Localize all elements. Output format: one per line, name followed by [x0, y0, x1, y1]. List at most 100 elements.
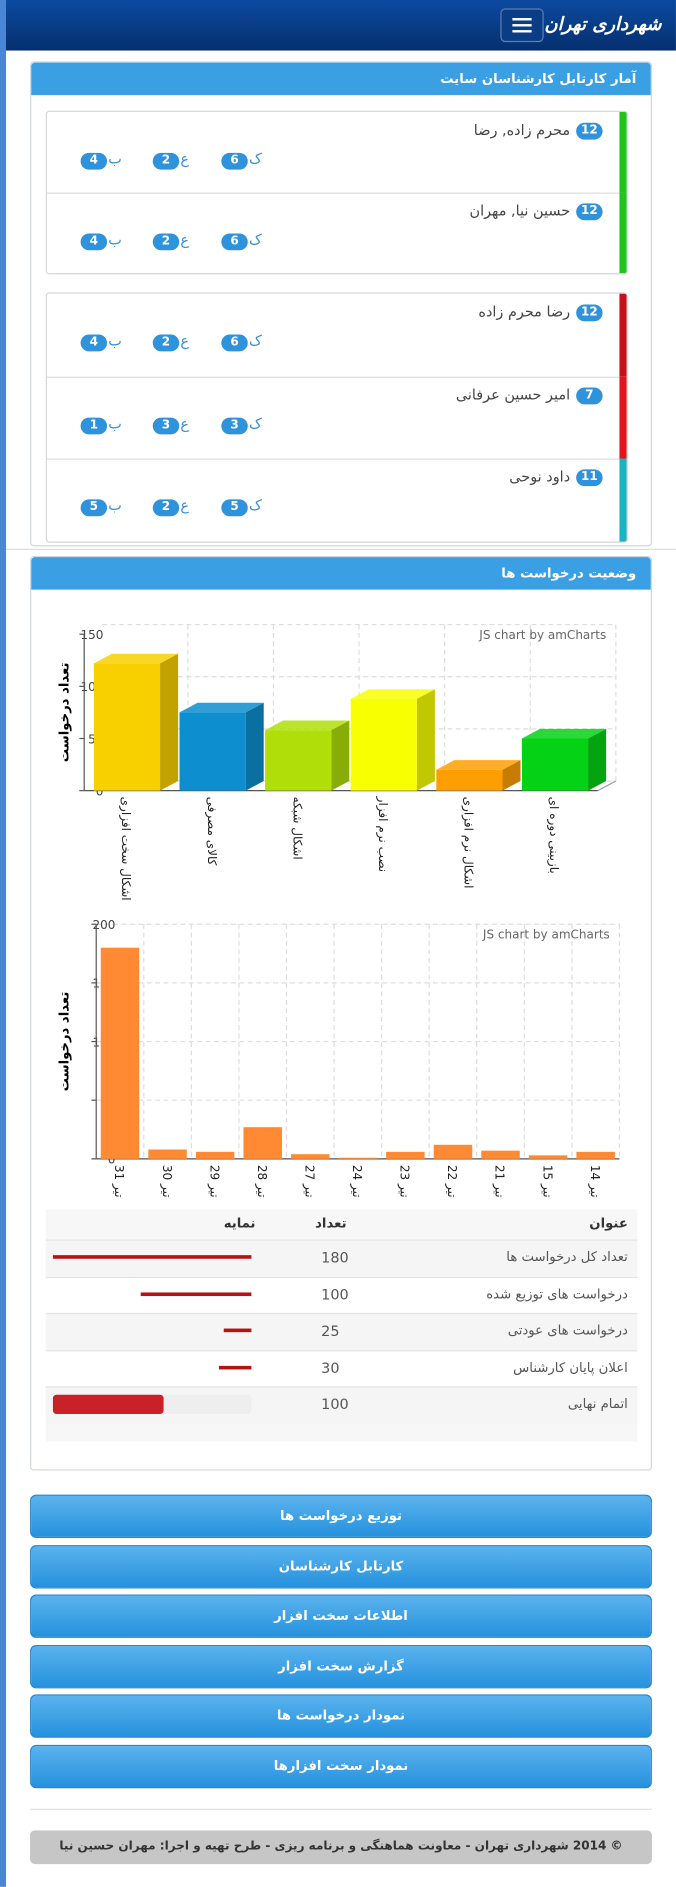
row-value: 25 [321, 1322, 340, 1340]
stat-letter: ک [248, 332, 262, 349]
credit: JS chart by amCharts [482, 928, 610, 942]
bar-side [502, 760, 521, 791]
x-tick-label: 30 تیر [159, 1165, 174, 1198]
stat-badge: 6 [221, 233, 248, 251]
expert-name: رضا محرم زاده [478, 303, 571, 321]
progress-bar [52, 1394, 164, 1414]
panel-title: وضعیت درخواست ها [31, 557, 651, 590]
x-tick-label: 14 تیر [587, 1165, 602, 1198]
stat-badge: 5 [80, 499, 108, 517]
separator [46, 458, 627, 460]
x-tick-label: بازبینی دوره ای [546, 797, 561, 874]
row-value: 180 [321, 1249, 349, 1266]
row-value: 100 [321, 1395, 349, 1413]
stat-letter: ک [248, 414, 262, 432]
stat-badge: 2 [152, 499, 180, 517]
footer: © 2014 شهرداری تهران - معاونت هماهنگی و … [30, 1830, 652, 1865]
x-tick-label: 21 تیر [492, 1165, 507, 1198]
stat-letter: ب [108, 497, 122, 514]
x-tick-label: 31 تیر [111, 1165, 126, 1198]
status-bar [619, 111, 627, 193]
expert-group: 12 رضا محرم زاده 6 ک 2 ع 4 ب 7 امیر حسین عرفانی 3 ک… [45, 292, 628, 543]
stat-badge: 4 [80, 233, 108, 251]
expert-name: حسین نیا, مهران [469, 202, 571, 220]
x-tick-label: نصب نرم افزار [375, 796, 390, 872]
value-line [141, 1291, 252, 1296]
x-tick-label: 24 تیر [349, 1165, 364, 1198]
stat-letter: ع [180, 231, 190, 248]
navbar: شهرداری تهران [6, 0, 676, 51]
nav-button[interactable]: نمودار درخواست ها [30, 1694, 652, 1738]
expert-group: 12 محرم زاده, رضا 6 ک 2 ع 4 ب 12 حسین نیا, مهران 6… [45, 110, 628, 275]
stat-badge: 2 [152, 334, 180, 352]
bar-top [265, 720, 350, 731]
row-value: 30 [321, 1359, 340, 1377]
nav-button[interactable]: نمودار سخت افزارها [30, 1744, 652, 1788]
x-tick-label: 29 تیر [206, 1165, 221, 1198]
bar-top [350, 689, 435, 699]
x-tick-label: 27 تیر [301, 1165, 316, 1198]
side-stripe [0, 0, 7, 1887]
separator [46, 376, 627, 378]
stat-letter: ع [180, 150, 190, 168]
stat-letter: ب [108, 231, 122, 248]
bar [265, 730, 332, 791]
stat-badge: 1 [80, 416, 108, 434]
bar [243, 1127, 282, 1159]
stat-letter: ک [248, 497, 262, 514]
bar-side [588, 728, 607, 791]
table-header: تعداد [315, 1215, 347, 1232]
expert-name: داود نوحی [509, 468, 571, 485]
bar [179, 712, 246, 791]
separator [46, 192, 627, 194]
row-value: 100 [321, 1285, 349, 1303]
status-bar [619, 458, 627, 541]
bar [436, 769, 503, 791]
menu-bar [512, 24, 532, 27]
row-title: تعداد کل درخواست ها [506, 1249, 628, 1265]
bar-side [245, 702, 264, 791]
y-tick-label: 200 [93, 918, 116, 932]
bar [576, 1151, 615, 1159]
status-bar [619, 192, 627, 274]
bar [100, 947, 140, 1159]
menu-button[interactable] [500, 8, 544, 43]
bar [291, 1154, 330, 1159]
bar [350, 698, 417, 791]
x-tick-label: 15 تیر [539, 1165, 554, 1198]
bar [386, 1151, 425, 1159]
nav-button[interactable]: اطلاعات سخت افزار [30, 1594, 652, 1638]
bar-side [331, 720, 350, 791]
table-row [45, 1276, 638, 1314]
bar [338, 1157, 378, 1159]
expert-name: محرم زاده, رضا [473, 121, 571, 139]
table-row [45, 1349, 638, 1387]
status-bar [619, 376, 627, 459]
x-tick-label: اشکال شبکه [290, 797, 304, 860]
x-tick-label: 28 تیر [254, 1165, 269, 1198]
bar-top [93, 653, 179, 664]
row-title: اعلان پایان کارشناس [513, 1359, 628, 1375]
nav-button[interactable]: توزیع درخواست ها [30, 1494, 652, 1538]
nav-button[interactable]: گزارش سخت افزار [30, 1644, 652, 1688]
bar-side [416, 689, 435, 791]
stat-letter: ب [108, 150, 122, 168]
logo: شهرداری تهران [544, 13, 662, 35]
nav-button[interactable]: کارتابل کارشناسان [30, 1544, 652, 1588]
bar [528, 1155, 568, 1159]
y-tick-label: 150 [81, 628, 104, 642]
bar-side [160, 653, 179, 791]
y-axis-label: تعداد درخواست [58, 663, 73, 763]
stat-letter: ب [108, 414, 122, 432]
stat-letter: ع [180, 414, 190, 432]
y-tick-label: 0 [108, 1153, 116, 1167]
x-tick-label: 23 تیر [397, 1165, 412, 1198]
credit: JS chart by amCharts [478, 628, 606, 642]
footer-rule [30, 1808, 652, 1810]
bar [148, 1149, 187, 1159]
row-title: درخواست های عودتی [507, 1322, 628, 1339]
stat-badge: 2 [152, 152, 180, 170]
stat-badge: 4 [80, 152, 108, 170]
